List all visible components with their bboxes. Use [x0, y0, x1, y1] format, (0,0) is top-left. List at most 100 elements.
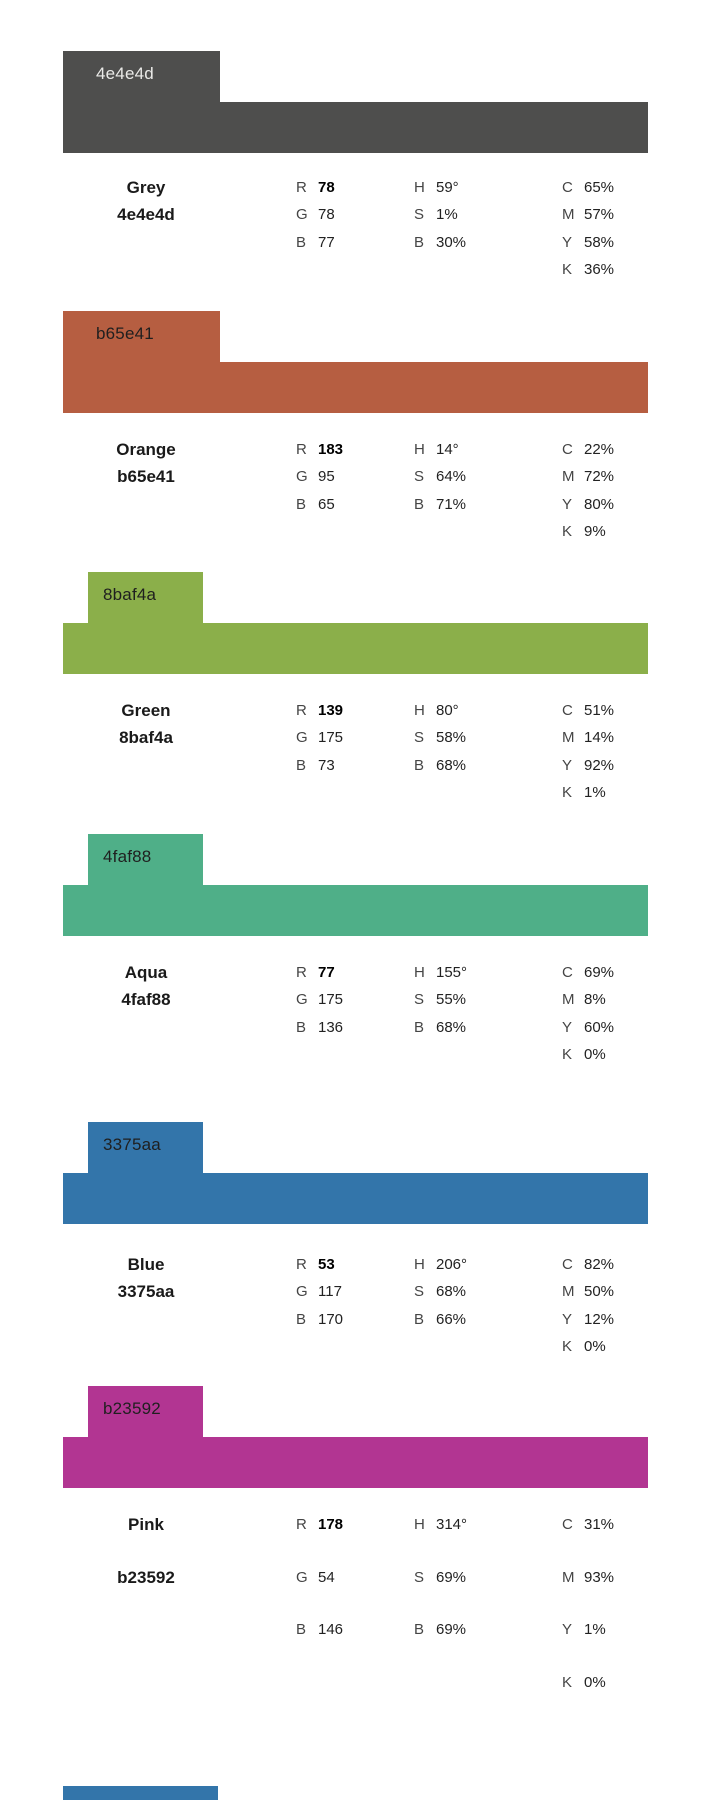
cmyk-y-value: 80% — [584, 495, 615, 513]
color-tab-swatch: b65e41 — [63, 311, 220, 363]
color-bar-swatch — [63, 362, 648, 413]
rgb-r-label: R — [296, 1256, 307, 1273]
cmyk-m-label: M — [562, 468, 575, 486]
cmyk-c-value: 22% — [584, 441, 615, 458]
cmyk-m-value: 50% — [584, 1283, 615, 1301]
rgb-b-value: 73 — [318, 756, 335, 774]
cmyk-m-label: M — [562, 1568, 575, 1586]
rgb-g-label: G — [296, 206, 308, 224]
cmyk-k-label: K — [562, 523, 573, 541]
color-block-green: 8baf4a Green 8baf4a R 139 G 175 B 73 H 80° S… — [0, 572, 720, 812]
color-name: Green — [121, 701, 171, 720]
tab-hex-label: 8baf4a — [103, 585, 157, 604]
rgb-r-value: 53 — [318, 1256, 335, 1273]
cmyk-k-label: K — [562, 1338, 573, 1356]
rgb-b-label: B — [296, 1310, 307, 1328]
color-block-blue: 3375aa Blue 3375aa R 53 G 117 B 170 H 206° S… — [0, 1122, 720, 1362]
rgb-column: R 178 G 54 B 146 — [296, 1499, 343, 1657]
cmyk-column: C 65% M 57% Y 58% K 36% — [562, 174, 614, 284]
rgb-b-label: B — [296, 495, 307, 513]
hsb-s-value: 1% — [436, 206, 458, 224]
rgb-b-label: B — [296, 1621, 307, 1639]
rgb-b-value: 146 — [318, 1621, 344, 1639]
hsb-column: H 80° S 58% B 68% — [414, 697, 466, 779]
cmyk-m-label: M — [562, 1283, 575, 1301]
color-name-column: Orange b65e41 — [63, 436, 229, 491]
cmyk-k-value: 0% — [584, 1046, 606, 1064]
hsb-h-label: H — [414, 441, 425, 458]
rgb-g-label: G — [296, 1568, 308, 1586]
rgb-column: R 77 G 175 B 136 — [296, 959, 343, 1041]
cmyk-c-label: C — [562, 1516, 573, 1533]
cmyk-m-value: 57% — [584, 206, 615, 224]
rgb-r-label: R — [296, 964, 307, 981]
rgb-r-value: 139 — [318, 702, 344, 719]
hsb-b-value: 68% — [436, 1018, 467, 1036]
cmyk-column: C 82% M 50% Y 12% K 0% — [562, 1251, 614, 1361]
rgb-g-label: G — [296, 1283, 308, 1301]
rgb-r-label: R — [296, 702, 307, 719]
hsb-s-value: 69% — [436, 1568, 467, 1586]
cmyk-m-label: M — [562, 206, 575, 224]
cmyk-m-value: 72% — [584, 468, 615, 486]
cmyk-c-value: 65% — [584, 179, 615, 196]
color-hex: 8baf4a — [119, 728, 173, 748]
rgb-g-label: G — [296, 468, 308, 486]
hsb-h-value: 206° — [436, 1256, 468, 1273]
color-tab-swatch: 8baf4a — [88, 572, 203, 624]
hsb-h-label: H — [414, 964, 425, 981]
hsb-h-label: H — [414, 1516, 425, 1533]
rgb-r-value: 77 — [318, 964, 335, 981]
color-block-aqua: 4faf88 Aqua 4faf88 R 77 G 175 B 136 H 155° S… — [0, 834, 720, 1074]
hsb-h-label: H — [414, 1256, 425, 1273]
rgb-r-label: R — [296, 441, 307, 458]
color-name: Blue — [127, 1255, 165, 1274]
hsb-s-value: 64% — [436, 468, 467, 486]
cmyk-c-label: C — [562, 179, 573, 196]
color-tab-swatch: 3375aa — [88, 1122, 203, 1174]
cmyk-column: C 22% M 72% Y 80% K 9% — [562, 436, 614, 546]
hsb-column: H 314° S 69% B 69% — [414, 1499, 467, 1657]
rgb-b-label: B — [296, 233, 307, 251]
color-hex: 4faf88 — [121, 990, 171, 1010]
tab-hex-label: b65e41 — [96, 324, 154, 343]
color-name-column: Pink b23592 — [63, 1499, 229, 1604]
rgb-g-label: G — [296, 729, 308, 747]
hsb-s-label: S — [414, 991, 425, 1009]
color-info: Blue 3375aa R 53 G 117 B 170 H 206° S 68% B 66… — [0, 1251, 720, 1486]
color-block-grey: 4e4e4d Grey 4e4e4d R 78 G 78 B 77 H 59° S 1% … — [0, 51, 720, 291]
color-tab-swatch: b23592 — [88, 1386, 203, 1438]
hsb-b-value: 71% — [436, 495, 467, 513]
color-info: Orange b65e41 R 183 G 95 B 65 H 14° S 64% B 71… — [0, 436, 720, 671]
rgb-b-value: 65 — [318, 495, 335, 513]
hsb-s-label: S — [414, 1568, 425, 1586]
color-name-column: Grey 4e4e4d — [63, 174, 229, 229]
cmyk-c-value: 31% — [584, 1516, 615, 1533]
cmyk-y-value: 12% — [584, 1310, 615, 1328]
rgb-r-value: 183 — [318, 441, 344, 458]
cmyk-c-value: 69% — [584, 964, 615, 981]
color-hex: b23592 — [117, 1567, 175, 1587]
color-name: Pink — [128, 1515, 164, 1534]
rgb-g-value: 95 — [318, 468, 335, 486]
next-color-tab-partial — [63, 1786, 218, 1800]
hsb-column: H 206° S 68% B 66% — [414, 1251, 467, 1333]
hsb-column: H 59° S 1% B 30% — [414, 174, 466, 256]
hsb-s-label: S — [414, 1283, 425, 1301]
cmyk-y-label: Y — [562, 1621, 573, 1639]
color-bar-swatch — [63, 1437, 648, 1488]
cmyk-y-label: Y — [562, 233, 573, 251]
cmyk-k-label: K — [562, 1046, 573, 1064]
color-hex: 4e4e4d — [117, 205, 175, 225]
cmyk-m-label: M — [562, 729, 575, 747]
cmyk-k-value: 0% — [584, 1338, 606, 1356]
rgb-column: R 139 G 175 B 73 — [296, 697, 343, 779]
hsb-h-value: 59° — [436, 179, 459, 196]
color-info: Aqua 4faf88 R 77 G 175 B 136 H 155° S 55% B 68… — [0, 959, 720, 1194]
color-hex: b65e41 — [117, 467, 175, 487]
color-name: Grey — [126, 178, 166, 197]
rgb-g-value: 175 — [318, 729, 344, 747]
cmyk-y-label: Y — [562, 495, 573, 513]
cmyk-y-label: Y — [562, 1018, 573, 1036]
